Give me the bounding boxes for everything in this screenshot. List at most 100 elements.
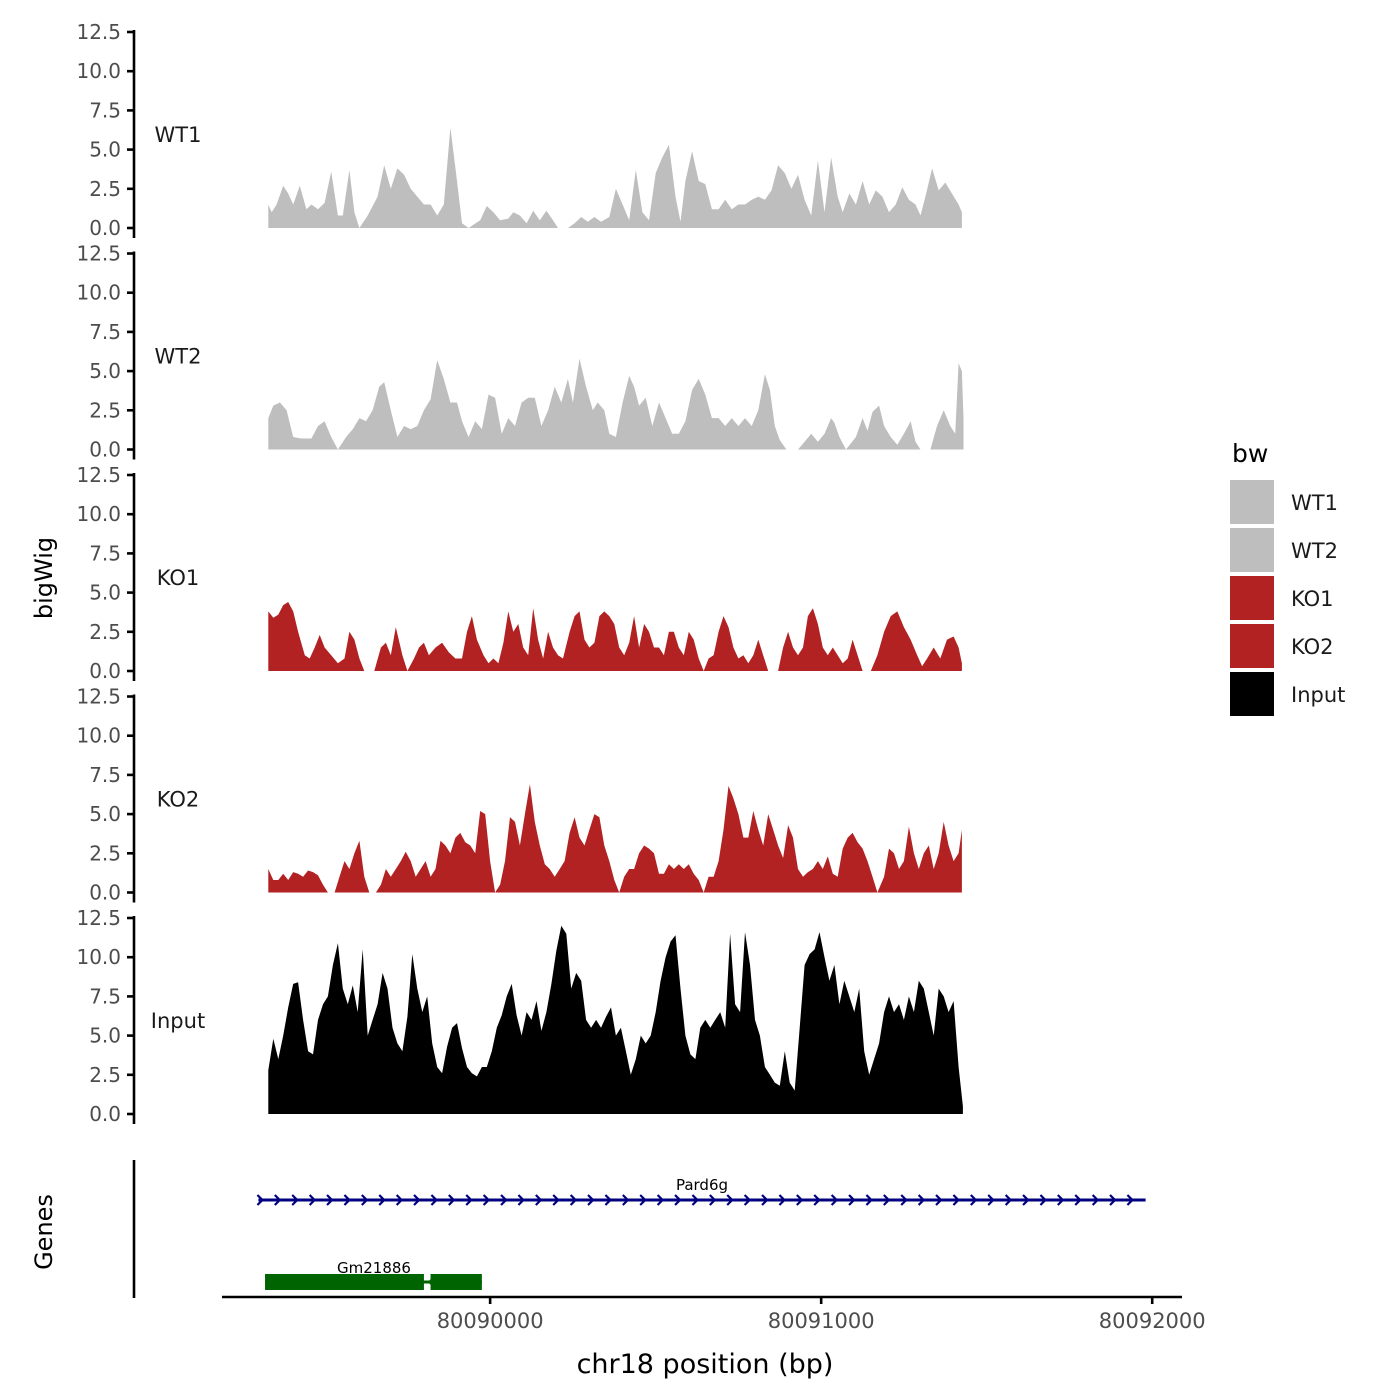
strand-chevron [830,1194,839,1206]
strand-chevron [517,1194,525,1206]
x-tick-label: 80092000 [1099,1309,1206,1333]
strand-chevron [343,1194,351,1206]
strand-chevron [308,1194,317,1206]
coverage-area-ko2 [268,784,962,893]
y-tick-label: 12.5 [76,20,121,44]
strand-chevron [326,1194,334,1206]
strand-chevron [900,1194,908,1206]
legend-entry-wt2: WT2 [1230,528,1338,572]
legend-label-wt2: WT2 [1291,539,1338,563]
y-tick-label: 0.0 [89,1102,121,1126]
legend-key-ko2 [1230,624,1274,668]
track-panel-wt1: 0.0 2.5 5.0 7.5 10.0 12.5 WT1 [76,20,962,240]
legend-key-ko1 [1230,576,1274,620]
y-tick-label: 2.5 [89,620,121,644]
strand-chevron [1091,1194,1100,1206]
strand-chevron [917,1194,926,1206]
strand-chevron [569,1194,578,1206]
legend-label-ko1: KO1 [1291,587,1334,611]
y-tick-label: 5.0 [89,581,121,605]
strand-chevron [1126,1194,1134,1206]
strand-chevron [1022,1194,1030,1206]
x-axis: 80090000 80091000 80092000 [222,1295,1206,1333]
gene-exon [265,1274,424,1290]
legend-entry-ko1: KO1 [1230,576,1334,620]
gene-label-gm21886: Gm21886 [337,1259,411,1277]
track-panel-ko2: 0.0 2.5 5.0 7.5 10.0 12.5 KO2 [76,685,962,905]
legend-label-input: Input [1291,683,1345,707]
y-tick-label: 10.0 [76,724,121,748]
strand-chevron [674,1194,682,1206]
strand-chevron [378,1194,386,1206]
strand-chevron [639,1194,647,1206]
strand-chevron [274,1194,282,1206]
strand-chevron [1074,1194,1082,1206]
y-tick-label: 0.0 [89,659,121,683]
strand-chevron [552,1194,560,1206]
tracks-layer: 0.0 2.5 5.0 7.5 10.0 12.5 WT1 0.0 2.5 5.0 7.5 10.0 1… [76,20,964,1126]
x-tick-label: 80090000 [437,1309,544,1333]
track-panel-wt2: 0.0 2.5 5.0 7.5 10.0 12.5 WT2 [76,242,964,462]
strand-chevron [427,1276,435,1288]
track-panel-input: 0.0 2.5 5.0 7.5 10.0 12.5 Input [76,906,963,1126]
gene-label-pard6g: Pard6g [676,1176,728,1194]
strand-chevron [395,1194,404,1206]
strand-chevron [656,1194,665,1206]
legend-title: bw [1232,439,1268,468]
strand-chevron [865,1194,873,1206]
legend-entries: WT1 WT2 KO1 KO2 Input [1230,480,1345,716]
y-axis-title: bigWig [30,537,58,619]
y-tick-label: 2.5 [89,841,121,865]
legend-entry-input: Input [1230,672,1345,716]
gene-pard6g: Pard6g [256,1176,1146,1206]
y-tick-label: 5.0 [89,1024,121,1048]
strand-chevron [535,1194,543,1206]
y-tick-label: 0.0 [89,881,121,905]
strand-chevron [883,1194,891,1206]
strand-chevron [256,1194,264,1206]
y-tick-label: 12.5 [76,463,121,487]
y-tick-label: 7.5 [89,984,121,1008]
track-label-wt2: WT2 [155,345,202,369]
strand-chevron [413,1194,421,1206]
y-tick-label: 10.0 [76,59,121,83]
strand-chevron [813,1194,821,1206]
y-tick-label: 2.5 [89,1063,121,1087]
strand-chevron [1004,1194,1013,1206]
y-tick-label: 7.5 [89,98,121,122]
y-tick-label: 5.0 [89,138,121,162]
legend: bw WT1 WT2 KO1 KO2 Input [1230,439,1345,716]
strand-chevron [500,1194,508,1206]
strand-chevron [743,1194,752,1206]
legend-label-wt1: WT1 [1291,491,1338,515]
track-label-input: Input [151,1009,205,1033]
strand-chevron [361,1194,369,1206]
strand-chevron [709,1194,717,1206]
y-tick-label: 12.5 [76,685,121,709]
y-tick-label: 5.0 [89,802,121,826]
y-tick-label: 10.0 [76,281,121,305]
track-label-wt1: WT1 [155,123,202,147]
track-label-ko1: KO1 [157,566,200,590]
legend-label-ko2: KO2 [1291,635,1334,659]
coverage-area-wt2 [268,358,964,450]
strand-chevrons [256,1194,1134,1206]
y-tick-label: 12.5 [76,906,121,930]
strand-chevron [691,1194,699,1206]
strand-chevron [848,1194,856,1206]
x-tick-label: 80091000 [768,1309,875,1333]
y-tick-label: 0.0 [89,216,121,240]
strand-chevron [970,1194,978,1206]
strand-chevron [987,1194,995,1206]
strand-chevron [778,1194,786,1206]
strand-chevron [1039,1194,1047,1206]
y-tick-label: 12.5 [76,242,121,266]
strand-chevron [291,1194,299,1206]
strand-chevron [587,1194,595,1206]
genes-axis-title: Genes [30,1194,58,1270]
y-tick-label: 5.0 [89,359,121,383]
strand-chevron [622,1194,630,1206]
legend-entry-ko2: KO2 [1230,624,1334,668]
legend-entry-wt1: WT1 [1230,480,1338,524]
